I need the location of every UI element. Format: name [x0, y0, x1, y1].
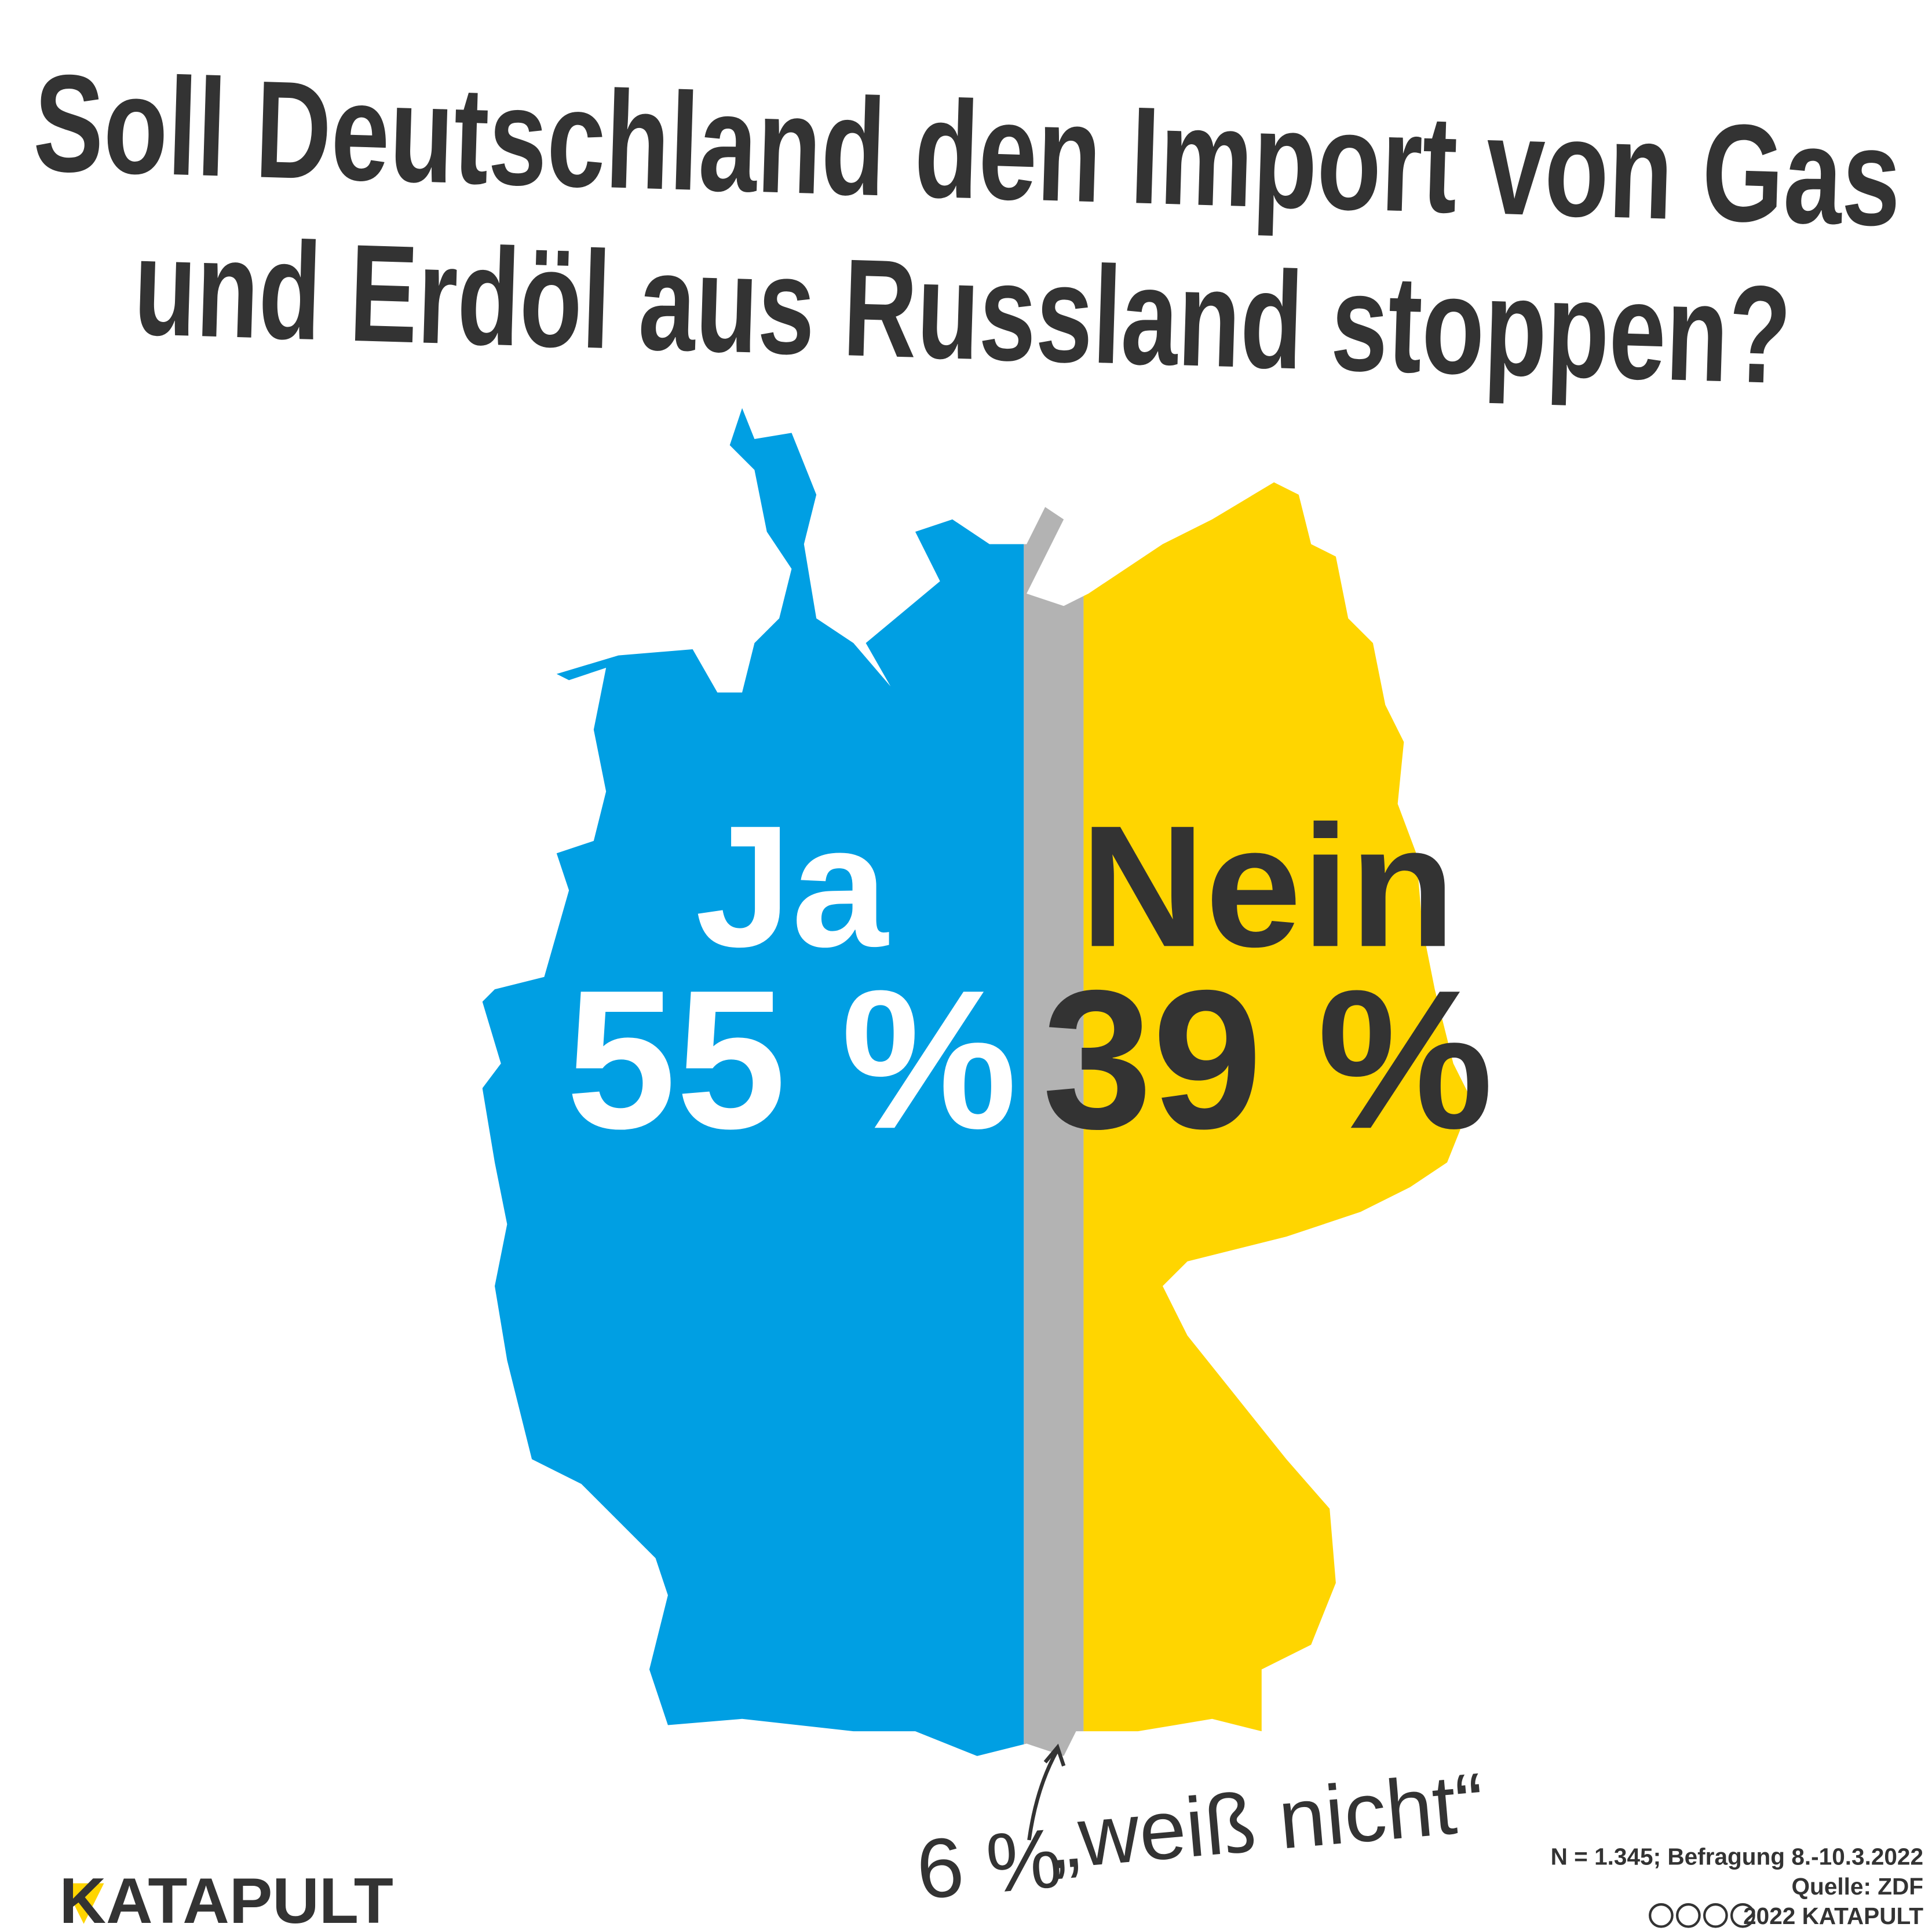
- value-label: 39 %: [1042, 949, 1493, 1170]
- copyright: 2022 KATAPULT: [1743, 1903, 1923, 1929]
- license-icons: [1649, 1903, 1755, 1928]
- category-label: „weiß nicht“: [1047, 1755, 1488, 1886]
- category-label: Nein: [1080, 789, 1456, 983]
- category-label: Ja: [695, 789, 889, 983]
- source: Quelle: ZDF: [1792, 1873, 1924, 1900]
- value-label: 6 %: [913, 1811, 1065, 1917]
- note: N = 1.345; Befragung 8.-10.3.2022: [1551, 1844, 1923, 1870]
- arrow: [1027, 1743, 1066, 1841]
- small-label: 6 %„weiß nicht“: [913, 1755, 1488, 1917]
- logo: KATAPULT: [59, 1864, 393, 1931]
- value-label: 55 %: [566, 949, 1017, 1170]
- segment: [1024, 408, 1084, 1756]
- title: Soll Deutschland den Import von Gas und …: [31, 45, 1902, 413]
- logo-icon: ▼: [49, 1861, 118, 1931]
